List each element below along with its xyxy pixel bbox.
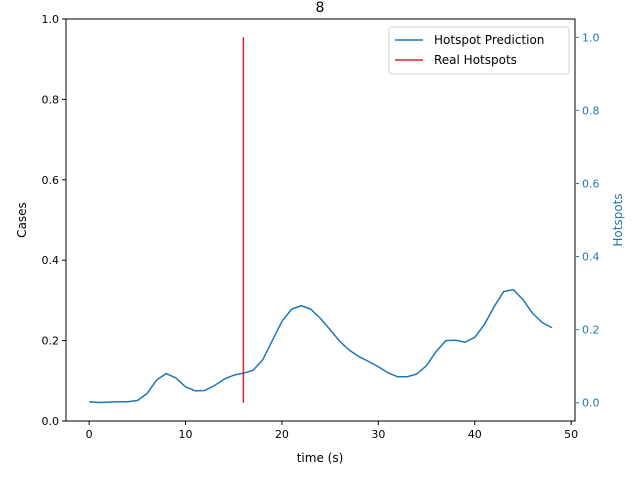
x-axis-label: time (s) <box>297 451 344 465</box>
x-tick-label: 40 <box>468 428 482 441</box>
y-axis-label-left: Cases <box>15 202 29 238</box>
y-left-tick-label: 1.0 <box>42 13 60 26</box>
x-tick-label: 0 <box>86 428 93 441</box>
y-right-tick-label: 0.0 <box>582 397 600 410</box>
x-tick-label: 50 <box>564 428 578 441</box>
y-left-tick-label: 0.8 <box>42 93 60 106</box>
y-axis-label-right: Hotspots <box>611 193 625 246</box>
y-right-tick-label: 0.2 <box>582 324 600 337</box>
y-left-tick-label: 0.4 <box>42 254 60 267</box>
y-left-tick-label: 0.6 <box>42 174 60 187</box>
legend-label-hotspot-prediction: Hotspot Prediction <box>434 33 544 47</box>
chart-title: 8 <box>316 0 325 16</box>
legend: Hotspot Prediction Real Hotspots <box>388 26 570 75</box>
y-right-tick-label: 0.6 <box>582 177 600 190</box>
y-right-tick-label: 1.0 <box>582 31 600 44</box>
y-right-tick-label: 0.4 <box>582 251 600 264</box>
x-tick-label: 10 <box>179 428 193 441</box>
legend-box <box>388 26 570 75</box>
legend-label-real-hotspots: Real Hotspots <box>434 53 517 67</box>
series-line-hotspot-prediction <box>89 288 553 404</box>
y-right-tick-label: 0.8 <box>582 104 600 117</box>
y-left-tick-label: 0.0 <box>42 415 60 428</box>
x-tick-label: 20 <box>275 428 289 441</box>
y-left-tick-label: 0.2 <box>42 335 60 348</box>
x-tick-label: 30 <box>371 428 385 441</box>
plot-frame <box>65 18 576 422</box>
